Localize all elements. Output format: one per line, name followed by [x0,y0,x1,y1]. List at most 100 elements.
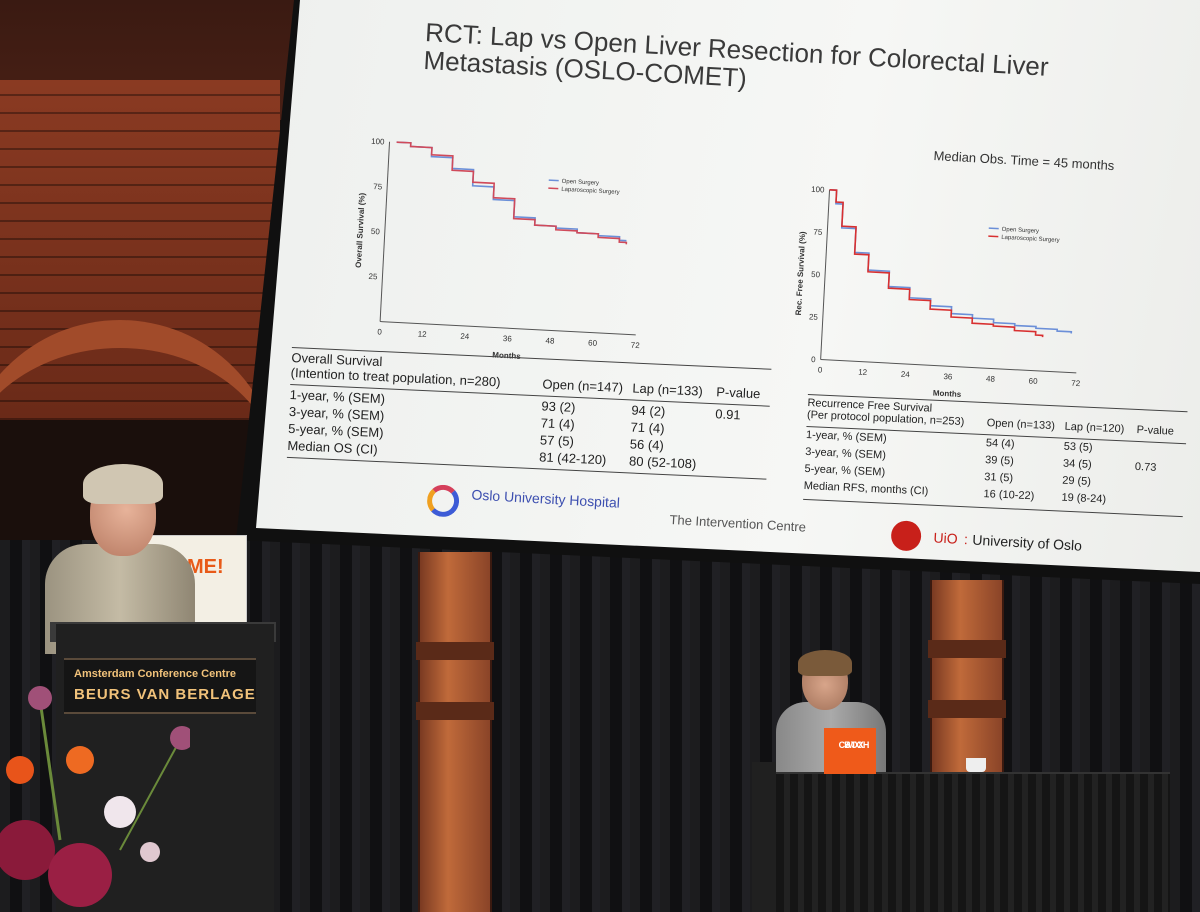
x-axis [380,321,636,336]
os-cell-lap: 56 (4) [629,436,665,453]
y-tick-label: 25 [368,272,378,281]
podium-sign-line2: BEURS VAN BERLAGE [74,686,256,703]
legend-swatch-1 [988,235,999,238]
y-tick-label: 100 [811,185,825,195]
university-of-oslo-logo: UiO : University of Oslo [890,520,1082,561]
os-col-p: P-value [715,384,761,402]
x-axis-label: Months [492,350,521,361]
os-cell-open: 81 (42-120) [538,449,607,468]
recurrence-free-survival-table: Recurrence Free Survival (Per protocol p… [803,392,1188,519]
presentation-slide: RCT: Lap vs Open Liver Resection for Col… [256,0,1200,572]
x-tick-label: 12 [417,330,427,339]
rfs-cell-p: 0.73 [1134,460,1157,474]
cup [966,758,986,772]
x-axis-label: Months [933,388,962,399]
rfs-cell-open: 39 (5) [984,454,1015,468]
rfs-cell-label: 5-year, % (SEM) [804,462,886,479]
intervention-centre-label: The Intervention Centre [669,512,807,535]
rfs-cell-open: 54 (4) [985,437,1015,451]
os-col-lap: Lap (n=133) [632,380,704,399]
os-cell-label: 1-year, % (SEM) [289,386,386,407]
uio-short-label: UiO [933,529,959,547]
y-tick-label: 75 [813,227,823,236]
legend-swatch-0 [548,179,559,182]
rfs-cell-label: 3-year, % (SEM) [805,445,887,462]
rfs-cell-label: 1-year, % (SEM) [805,428,887,445]
y-tick-label: 25 [809,312,819,321]
os-cell-label: 3-year, % (SEM) [288,403,385,424]
series-line-1 [829,188,1044,338]
os-col-open: Open (n=147) [542,376,624,396]
rfs-cell-lap: 34 (5) [1062,457,1093,471]
uio-seal-icon [890,520,922,552]
y-tick-label: 50 [811,270,821,279]
uio-full-name: University of Oslo [971,531,1083,554]
legend-entry-1: Laparoscopic Surgery [561,187,620,196]
y-axis [379,141,391,322]
legend-swatch-0 [988,227,999,230]
x-tick-label: 72 [1071,379,1081,388]
overall-survival-chart: 0 12 24 36 48 60 72 25 50 75 100 Months Overall Surv… [344,132,656,382]
os-cell-open: 71 (4) [540,415,575,432]
stage-pillar-left [416,552,494,912]
median-observation-time: Median Obs. Time = 45 months [933,148,1115,174]
x-tick-label: 0 [818,365,823,374]
os-cell-label: 5-year, % (SEM) [287,420,384,441]
series-line-0 [829,188,1073,334]
oslo-hospital-name: Oslo University Hospital [471,486,621,511]
x-tick-label: 60 [588,338,598,347]
os-cell-lap: 94 (2) [631,402,666,419]
legend-entry-1: Laparoscopic Surgery [1001,235,1060,244]
y-tick-label: 0 [811,355,816,364]
x-tick-label: 48 [986,374,996,383]
oslo-hospital-mark-icon [426,484,460,518]
x-tick-label: 60 [1028,376,1038,385]
x-tick-label: 36 [503,334,513,343]
x-tick-label: 24 [460,332,470,341]
stage-pillar-right [928,580,1006,780]
x-axis [820,359,1077,374]
catchbox-line1: CATCH [838,740,870,750]
os-cell-open: 57 (5) [539,432,575,449]
legend-entry-0: Open Surgery [1002,227,1040,235]
y-tick-label: 75 [373,182,383,191]
rfs-col-p: P-value [1136,423,1175,438]
legend-swatch-1 [548,187,559,190]
x-tick-label: 48 [545,336,555,345]
legend-entry-0: Open Surgery [562,179,600,187]
panel-table [776,772,1170,912]
podium-sign: Amsterdam Conference Centre BEURS VAN BE… [64,658,256,714]
flower-arrangement [0,686,190,907]
y-axis-label: Rec. Free Survival (%) [794,231,807,316]
x-tick-label: 36 [943,372,953,381]
os-cell-label: Median OS (CI) [287,437,379,457]
podium-sign-line1: Amsterdam Conference Centre [74,668,236,680]
y-axis-label: Overall Survival (%) [354,192,367,268]
os-cell-p: 0.91 [714,406,741,423]
rfs-cell-lap: 29 (5) [1061,474,1092,488]
catchbox-microphone: CATCH BOX [824,728,876,774]
os-cell-open: 93 (2) [541,398,576,415]
x-tick-label: 12 [858,368,868,377]
catchbox-line2: BOX [844,740,864,750]
rfs-cell-open: 16 (10-22) [983,488,1035,503]
x-tick-label: 72 [631,341,641,350]
x-tick-label: 0 [377,327,382,336]
x-tick-label: 24 [901,370,911,379]
recurrence-free-survival-chart: 0 12 24 36 48 60 72 0 25 50 75 100 Months Rec. Free S… [784,180,1095,420]
slide-title: RCT: Lap vs Open Liver Resection for Col… [422,17,1050,93]
rfs-cell-open: 31 (5) [984,471,1014,485]
y-tick-label: 100 [371,137,385,147]
series-line-1 [396,141,628,245]
speaker-at-podium [45,464,195,654]
os-cell-lap: 80 (52-108) [628,453,697,472]
rfs-cell-lap: 19 (8-24) [1061,491,1107,506]
y-tick-label: 50 [371,227,381,236]
y-axis [820,189,831,360]
rfs-col-lap: Lap (n=120) [1064,420,1125,436]
rfs-col-open: Open (n=133) [986,417,1056,433]
os-cell-lap: 71 (4) [630,419,665,436]
rfs-cell-lap: 53 (5) [1063,440,1093,454]
overall-survival-table: Overall Survival (Intention to treat pop… [286,345,772,482]
